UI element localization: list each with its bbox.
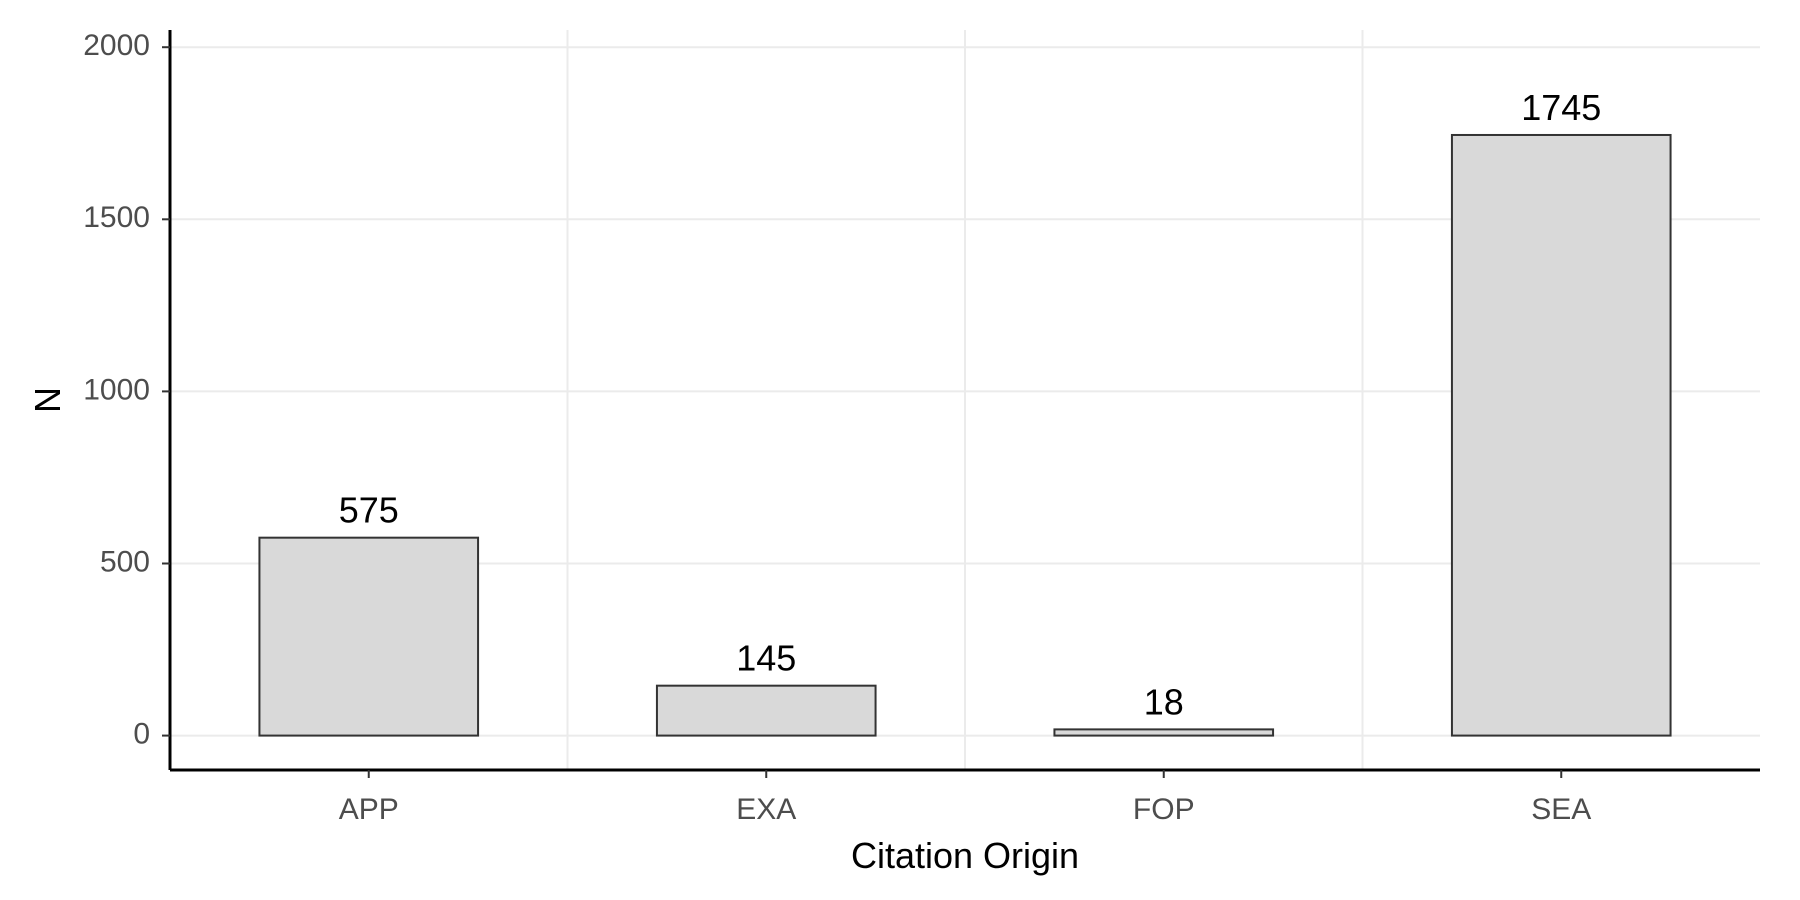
- value-label-app: 575: [339, 490, 399, 531]
- value-label-sea: 1745: [1521, 87, 1601, 128]
- bar-fop: [1054, 729, 1273, 735]
- y-tick-label: 500: [100, 545, 150, 578]
- x-axis-title: Citation Origin: [851, 835, 1079, 876]
- x-tick-label: FOP: [1133, 793, 1195, 826]
- bar-chart: 575 145 18 1745 APP EXA FOP SEA 0 500 1000 1500 2000…: [0, 0, 1800, 900]
- x-tick-label: EXA: [736, 793, 796, 826]
- x-tick-label: SEA: [1531, 793, 1591, 826]
- y-tick-label: 1000: [83, 373, 150, 406]
- value-label-exa: 145: [736, 638, 796, 679]
- value-label-fop: 18: [1144, 681, 1184, 722]
- y-axis-title: N: [27, 387, 68, 413]
- x-tick-label: APP: [339, 793, 399, 826]
- y-tick-label: 2000: [83, 29, 150, 62]
- bar-exa: [657, 686, 876, 736]
- y-tick-label: 1500: [83, 201, 150, 234]
- bar-sea: [1452, 135, 1671, 736]
- bar-app: [259, 538, 478, 736]
- y-tick-label: 0: [133, 718, 150, 751]
- chart-svg: 575 145 18 1745 APP EXA FOP SEA 0 500 1000 1500 2000…: [0, 0, 1800, 900]
